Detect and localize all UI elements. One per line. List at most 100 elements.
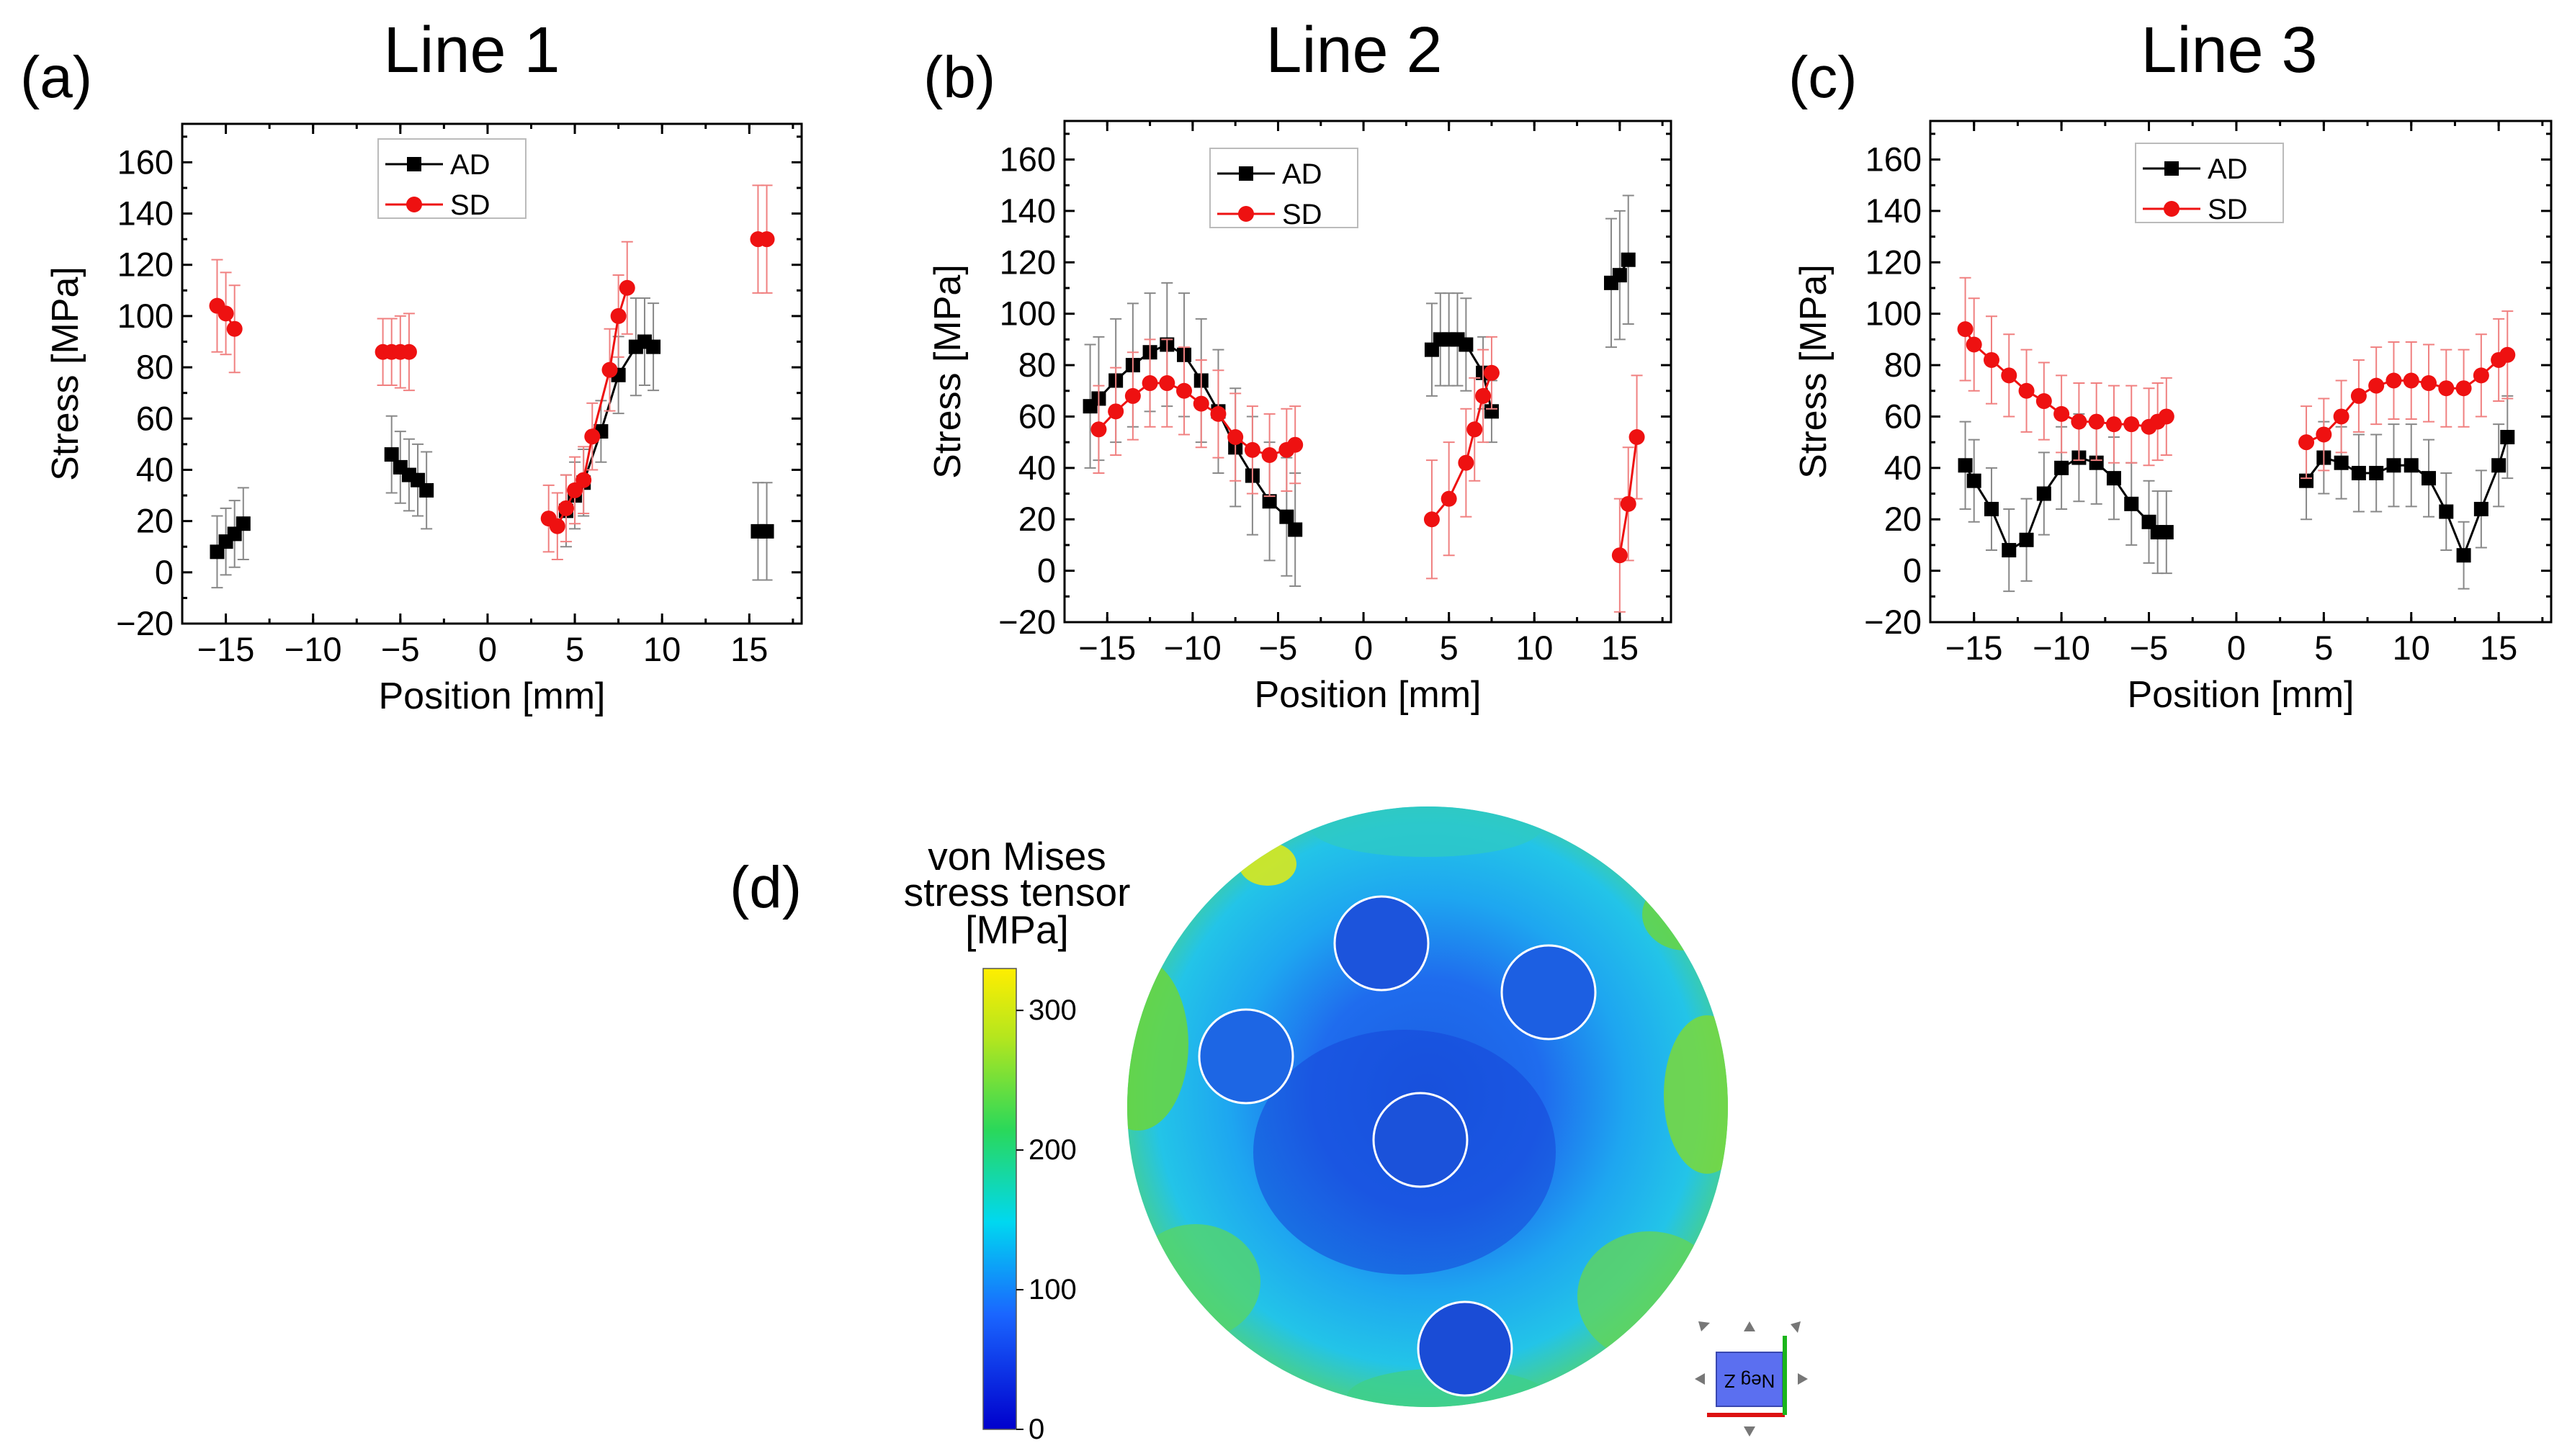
data-point-sd xyxy=(557,500,574,516)
y-tick-label: 40 xyxy=(136,450,174,488)
y-tick-label: −20 xyxy=(116,604,174,642)
hotspot xyxy=(1664,1015,1728,1174)
hole-upper-right xyxy=(1500,944,1597,1041)
y-tick-label: 100 xyxy=(1865,295,1922,333)
x-axis-label: Position [mm] xyxy=(1255,674,1482,716)
legend-label-sd: SD xyxy=(2208,194,2248,225)
panel-a-letter: (a) xyxy=(20,45,92,110)
data-point-sd xyxy=(2499,346,2516,363)
data-point-sd xyxy=(226,320,243,337)
panel-c-title: Line 3 xyxy=(2141,14,2317,86)
y-tick-label: 20 xyxy=(136,502,174,540)
data-point-sd xyxy=(1244,441,1260,458)
panel-a-line1-chart: (a) Line 1 −15 −10 −5 0 5 10 15 −20 0 20 40 60 80 100… xyxy=(20,14,803,717)
hotspot xyxy=(1311,806,1541,857)
colorbar-tick-label: 100 xyxy=(1029,1274,1077,1306)
legend-marker-ad xyxy=(2164,161,2179,176)
data-point-sd xyxy=(1458,454,1474,471)
y-tick-label: 160 xyxy=(1000,140,1056,179)
hotspot xyxy=(1577,1231,1721,1361)
panel-d-letter: (d) xyxy=(730,855,802,920)
data-point-sd xyxy=(1620,495,1636,512)
data-point-sd xyxy=(610,307,627,324)
hotspot xyxy=(1239,842,1296,886)
data-point-sd xyxy=(1159,375,1175,392)
panel-c-line3-chart: (c) Line 3 −15 −10 −5 0 5 10 15 −20 0 20 40 60 80 100… xyxy=(1788,14,2553,716)
data-point-sd xyxy=(2385,372,2402,389)
y-tick-label: −20 xyxy=(1864,603,1922,641)
legend-label-sd: SD xyxy=(450,189,490,221)
arrow-upright-icon xyxy=(1791,1321,1801,1333)
data-point-sd xyxy=(1142,375,1158,392)
arrow-up-icon xyxy=(1744,1321,1755,1331)
data-point-sd xyxy=(2088,413,2105,430)
data-point-ad xyxy=(2439,504,2454,519)
x-tick-label: 5 xyxy=(1440,629,1459,667)
data-point-sd xyxy=(2158,408,2174,425)
data-point-sd xyxy=(1124,387,1141,404)
y-tick-label: 0 xyxy=(1037,552,1056,590)
colorbar xyxy=(982,968,1017,1430)
data-point-sd xyxy=(1193,395,1209,412)
orientation-label: Neg Z xyxy=(1724,1370,1775,1392)
legend-marker-ad xyxy=(407,157,421,171)
legend-label-ad: AD xyxy=(1282,158,1322,190)
x-tick-label: 5 xyxy=(2314,629,2333,667)
data-point-ad xyxy=(1262,494,1277,509)
data-point-ad xyxy=(1966,473,1981,488)
x-tick-label: −10 xyxy=(285,630,342,668)
data-point-sd xyxy=(1483,364,1500,381)
data-point-ad xyxy=(2456,548,2471,563)
data-point-sd xyxy=(218,305,234,322)
hole-left xyxy=(1198,1008,1294,1105)
data-point-ad xyxy=(2159,525,2174,540)
colorbar-title: von Mises stress tensor [MPa] xyxy=(904,834,1131,952)
data-point-sd xyxy=(1176,382,1193,399)
legend-label-ad: AD xyxy=(450,149,490,181)
data-point-sd xyxy=(549,518,565,534)
x-tick-label: −5 xyxy=(2130,629,2169,667)
hotspot xyxy=(1131,1224,1260,1339)
data-point-sd xyxy=(2350,387,2367,404)
legend-marker-sd xyxy=(2164,201,2180,217)
data-point-sd xyxy=(2455,380,2472,397)
data-point-ad xyxy=(2351,465,2366,480)
plot-frame xyxy=(1063,120,1672,624)
data-point-ad xyxy=(1612,268,1627,283)
data-point-ad xyxy=(1279,509,1294,524)
data-point-sd xyxy=(1108,403,1124,420)
y-tick-label: 120 xyxy=(1865,243,1922,281)
series-line-ad xyxy=(2305,436,2509,559)
hotspot xyxy=(1642,878,1728,951)
data-point-sd xyxy=(2123,416,2140,433)
x-tick-label: 15 xyxy=(2480,629,2517,667)
y-tick-label: 60 xyxy=(136,399,174,437)
colorbar-tick-label: 0 xyxy=(1029,1414,1044,1445)
series-line-sd xyxy=(2306,354,2509,444)
data-point-ad xyxy=(419,482,434,498)
x-tick-label: 15 xyxy=(730,630,768,668)
data-point-sd xyxy=(2105,416,2122,433)
y-tick-label: 100 xyxy=(117,297,174,335)
colorbar-title-line1: von Mises xyxy=(928,834,1106,878)
y-tick-label: 120 xyxy=(1000,243,1056,281)
x-tick-label: −15 xyxy=(1078,629,1136,667)
data-point-sd xyxy=(758,231,775,248)
panel-d-stress-map: (d) von Mises stress tensor [MPa] 0 100 20… xyxy=(730,806,1808,1445)
data-point-sd xyxy=(1466,421,1483,438)
y-tick-label: 60 xyxy=(1884,397,1922,435)
y-tick-label: 160 xyxy=(1865,140,1922,179)
data-point-ad xyxy=(2404,458,2419,473)
data-point-ad xyxy=(2299,473,2314,488)
data-point-sd xyxy=(2053,405,2070,422)
hole-top xyxy=(1333,895,1430,992)
y-tick-label: 20 xyxy=(1018,500,1056,538)
hotspot xyxy=(1127,958,1188,1131)
y-tick-label: 0 xyxy=(155,553,174,591)
data-point-sd xyxy=(1966,336,1982,353)
data-point-ad xyxy=(1484,404,1499,419)
x-tick-label: 10 xyxy=(2393,629,2430,667)
arrow-left-icon xyxy=(1695,1373,1705,1385)
x-axis-label: Position [mm] xyxy=(379,675,606,717)
